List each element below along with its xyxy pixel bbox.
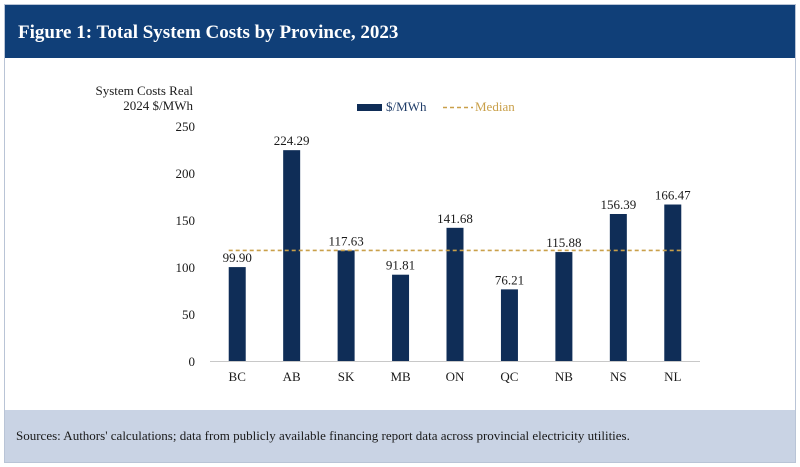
x-axis-ticks: BC AB SK MB ON QC NB NS NL bbox=[229, 369, 682, 384]
y-tick-label: 200 bbox=[176, 166, 196, 181]
legend-label-series: $/MWh bbox=[386, 99, 427, 114]
y-tick-label: 250 bbox=[176, 119, 196, 134]
y-axis-label-line: 2024 $/MWh bbox=[123, 98, 193, 113]
bar-nb bbox=[555, 252, 573, 361]
data-label-sk: 117.63 bbox=[328, 233, 363, 248]
y-tick-label: 150 bbox=[176, 213, 196, 228]
bar-bc bbox=[228, 267, 246, 361]
legend-label-median: Median bbox=[475, 99, 515, 114]
bar-sk bbox=[337, 250, 355, 361]
data-label-bc: 99.90 bbox=[223, 250, 252, 265]
x-tick-label-qc: QC bbox=[500, 369, 518, 384]
legend-swatch-bar bbox=[357, 104, 382, 111]
figure-frame: Figure 1: Total System Costs by Province… bbox=[4, 4, 796, 463]
x-tick-label-ns: NS bbox=[610, 369, 627, 384]
y-axis-label-line: System Costs Real bbox=[95, 83, 193, 98]
figure-footer: Sources: Authors' calculations; data fro… bbox=[5, 410, 795, 462]
data-labels: 99.90 224.29 117.63 91.81 141.68 76.21 115.88 1… bbox=[223, 133, 692, 287]
data-label-nl: 166.47 bbox=[655, 188, 691, 203]
bar-nl bbox=[664, 204, 682, 361]
data-label-qc: 76.21 bbox=[495, 272, 524, 287]
x-tick-label-ab: AB bbox=[283, 369, 301, 384]
data-label-ab: 224.29 bbox=[274, 133, 310, 148]
x-tick-label-sk: SK bbox=[338, 369, 355, 384]
y-tick-label: 50 bbox=[182, 307, 195, 322]
y-tick-label: 100 bbox=[176, 260, 196, 275]
figure-title: Figure 1: Total System Costs by Province… bbox=[18, 22, 399, 43]
legend: $/MWh Median bbox=[357, 99, 515, 114]
source-note: Sources: Authors' calculations; data fro… bbox=[16, 428, 630, 443]
x-tick-label-nl: NL bbox=[664, 369, 681, 384]
bar-mb bbox=[392, 274, 410, 361]
figure-header: Figure 1: Total System Costs by Province… bbox=[5, 5, 795, 58]
x-tick-label-on: ON bbox=[446, 369, 465, 384]
data-label-nb: 115.88 bbox=[546, 235, 581, 250]
data-label-mb: 91.81 bbox=[386, 258, 415, 273]
y-axis-ticks: 0 50 100 150 200 250 bbox=[176, 119, 196, 369]
bar-on bbox=[446, 227, 464, 361]
x-tick-label-mb: MB bbox=[390, 369, 411, 384]
bar-ab bbox=[283, 150, 301, 361]
x-tick-label-nb: NB bbox=[555, 369, 573, 384]
bars bbox=[228, 150, 682, 361]
data-label-on: 141.68 bbox=[437, 211, 473, 226]
y-tick-label: 0 bbox=[189, 354, 196, 369]
data-label-ns: 156.39 bbox=[600, 197, 636, 212]
x-tick-label-bc: BC bbox=[229, 369, 246, 384]
bar-qc bbox=[500, 289, 518, 361]
bar-ns bbox=[609, 213, 627, 361]
